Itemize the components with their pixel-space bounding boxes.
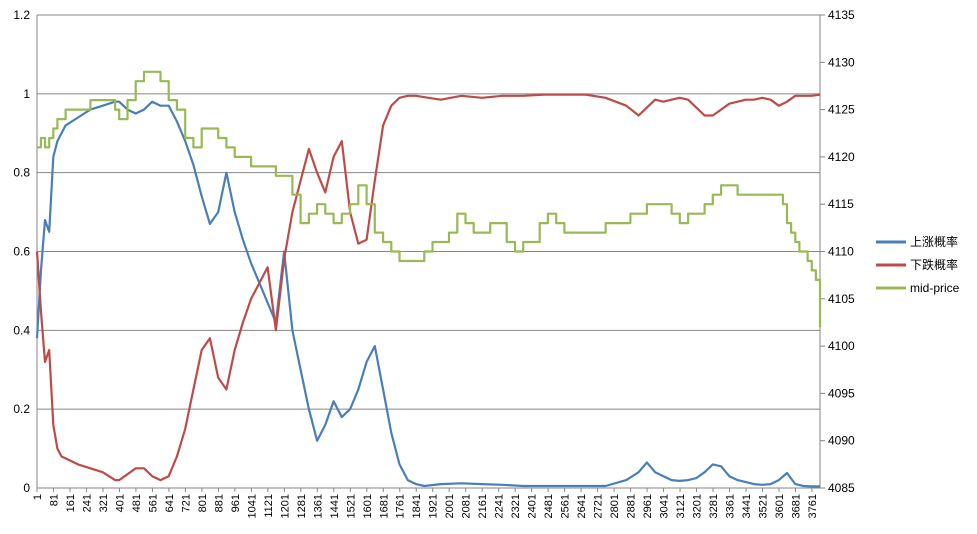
x-axis-ticks: 1 81 161 241 321 401 481 561 641 721 801 881 961 1041…	[32, 488, 819, 518]
x-tick-label: 2081	[461, 494, 473, 518]
x-tick-label: 1201	[279, 494, 291, 518]
x-tick-label: 241	[81, 494, 93, 512]
x-tick-label: 1	[32, 494, 44, 500]
x-tick-label: 401	[114, 494, 126, 512]
left-tick-label: 0	[23, 481, 30, 495]
x-tick-label: 3121	[675, 494, 687, 518]
right-tick-label: 4090	[828, 434, 855, 448]
series-layer	[35, 70, 822, 488]
left-tick-label: 0.6	[13, 245, 30, 259]
x-tick-label: 2801	[609, 494, 621, 518]
series-line	[37, 70, 822, 328]
x-tick-label: 3681	[790, 494, 802, 518]
x-tick-label: 1281	[296, 494, 308, 518]
x-tick-label: 1041	[246, 494, 258, 518]
x-tick-label: 161	[65, 494, 77, 512]
left-axis-ticks: 0 0.2 0.4 0.6 0.8 1 1.2	[13, 8, 30, 495]
x-tick-label: 3361	[725, 494, 737, 518]
x-tick-label: 2721	[593, 494, 605, 518]
x-tick-label: 1441	[329, 494, 341, 518]
x-tick-label: 1681	[378, 494, 390, 518]
left-tick-label: 1	[23, 87, 30, 101]
x-tick-label: 961	[230, 494, 242, 512]
x-tick-label: 2961	[642, 494, 654, 518]
x-tick-label: 3441	[741, 494, 753, 518]
right-axis-ticks: 4085 4090 4095 4100 4105 4110 4115 4120 4125 4130…	[820, 8, 855, 495]
x-tick-label: 2481	[543, 494, 555, 518]
left-tick-label: 1.2	[13, 8, 30, 22]
x-tick-label: 801	[197, 494, 209, 512]
x-tick-label: 2641	[576, 494, 588, 518]
x-tick-label: 3281	[708, 494, 720, 518]
right-tick-label: 4115	[828, 197, 854, 211]
x-tick-label: 481	[131, 494, 143, 512]
x-tick-label: 2001	[444, 494, 456, 518]
x-tick-label: 3521	[757, 494, 769, 518]
right-tick-label: 4085	[828, 481, 855, 495]
x-tick-label: 1601	[362, 494, 374, 518]
right-tick-label: 4135	[828, 8, 855, 22]
x-tick-label: 81	[48, 494, 60, 506]
x-tick-label: 2881	[626, 494, 638, 518]
series-line	[35, 93, 821, 482]
x-tick-label: 2561	[560, 494, 572, 518]
x-tick-label: 2161	[477, 494, 489, 518]
right-tick-label: 4125	[828, 103, 855, 117]
x-tick-label: 1841	[411, 494, 423, 518]
x-tick-label: 3601	[774, 494, 786, 518]
legend-label: 下跌概率	[910, 257, 958, 272]
x-tick-label: 3761	[807, 494, 819, 518]
right-tick-label: 4100	[828, 339, 855, 353]
right-tick-label: 4095	[828, 386, 855, 400]
x-tick-label: 881	[213, 494, 225, 512]
x-tick-label: 2401	[527, 494, 539, 518]
x-tick-label: 3201	[692, 494, 704, 518]
series-line	[35, 100, 820, 488]
x-tick-label: 2321	[510, 494, 522, 518]
x-tick-label: 321	[98, 494, 110, 512]
legend-label: 上涨概率	[910, 234, 958, 249]
right-tick-label: 4110	[828, 245, 854, 259]
right-tick-label: 4130	[828, 55, 855, 69]
x-tick-label: 1521	[345, 494, 357, 518]
x-tick-label: 721	[180, 494, 192, 512]
x-tick-label: 2241	[494, 494, 506, 518]
legend-label: mid-price	[910, 281, 960, 295]
left-tick-label: 0.2	[13, 402, 30, 416]
right-tick-label: 4120	[828, 150, 855, 164]
left-tick-label: 0.8	[13, 166, 30, 180]
x-tick-label: 1121	[263, 494, 275, 518]
x-tick-label: 641	[164, 494, 176, 512]
x-tick-label: 1921	[428, 494, 440, 518]
x-tick-label: 1761	[395, 494, 407, 518]
left-tick-label: 0.4	[13, 323, 30, 337]
x-tick-label: 1361	[312, 494, 324, 518]
right-tick-label: 4105	[828, 292, 855, 306]
x-tick-label: 3041	[659, 494, 671, 518]
x-tick-label: 561	[147, 494, 159, 512]
